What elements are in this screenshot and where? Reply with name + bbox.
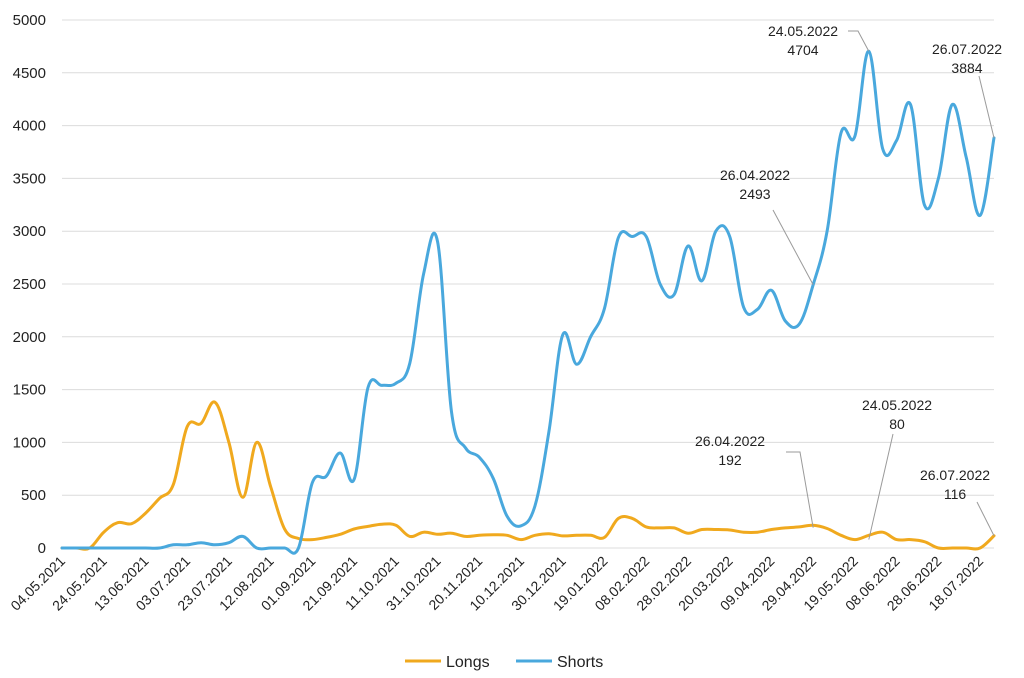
y-tick-label: 2000 [13, 329, 46, 346]
legend: Longs Shorts [405, 654, 603, 671]
y-tick-label: 3000 [13, 223, 46, 240]
y-tick-label: 0 [38, 540, 46, 557]
y-tick-label: 1500 [13, 382, 46, 399]
x-axis-ticks: 04.05.202124.05.202113.06.202103.07.2021… [7, 553, 986, 614]
annotations: 26.04.2022 2493 24.05.2022 4704 26.07.2022 38… [695, 23, 1002, 540]
y-tick-label: 5000 [13, 12, 46, 29]
series-lines [60, 49, 996, 555]
legend-label-shorts: Shorts [557, 654, 603, 671]
annotation-leader [772, 209, 814, 285]
y-tick-label: 500 [21, 487, 46, 504]
y-tick-label: 1000 [13, 434, 46, 451]
annotation-date: 26.07.2022 [932, 41, 1002, 57]
annotation-leader [976, 501, 995, 536]
series-line-longs [60, 400, 996, 551]
y-tick-label: 4000 [13, 118, 46, 135]
y-tick-label: 3500 [13, 170, 46, 187]
annotation-date: 26.07.2022 [920, 467, 990, 483]
annotation-leader [786, 451, 814, 528]
annotation-date: 24.05.2022 [862, 397, 932, 413]
y-tick-label: 2500 [13, 276, 46, 293]
annotation-value: 80 [889, 416, 905, 432]
gridlines [62, 19, 994, 549]
annotation-leader [848, 30, 870, 52]
annotation-value: 3884 [951, 60, 982, 76]
annotation-date: 26.04.2022 [695, 433, 765, 449]
annotation-value: 4704 [787, 42, 818, 58]
annotation-value: 2493 [739, 186, 770, 202]
annotation-value: 116 [944, 486, 967, 502]
legend-label-longs: Longs [446, 654, 490, 671]
series-line-shorts [60, 49, 996, 555]
y-axis-ticks: 0 500 1000 1500 2000 2500 3000 3500 4000 4500 5000 [13, 12, 46, 557]
annotation-leader [868, 433, 894, 540]
annotation-leader [978, 75, 995, 138]
y-tick-label: 4500 [13, 65, 46, 82]
annotation-date: 24.05.2022 [768, 23, 838, 39]
annotation-value: 192 [718, 452, 742, 468]
annotation-date: 26.04.2022 [720, 167, 790, 183]
